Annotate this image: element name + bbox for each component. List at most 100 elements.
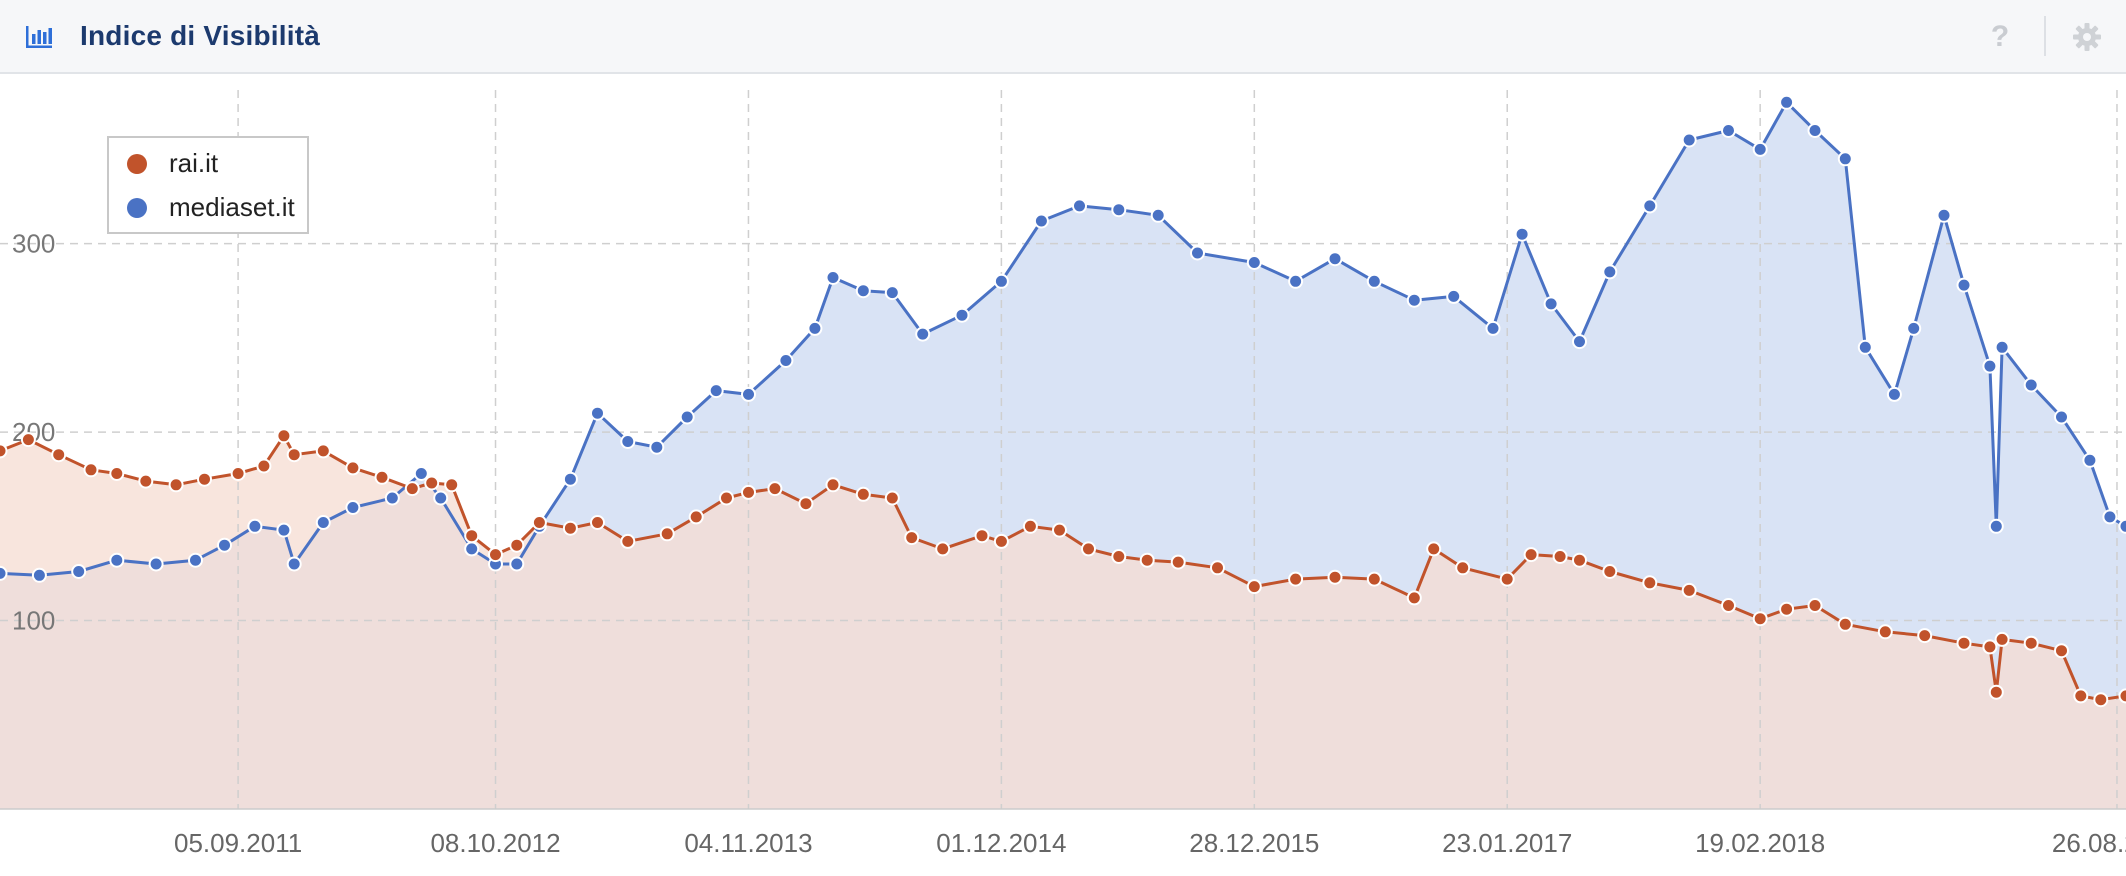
point-rai-it [1246,579,1262,595]
point-mediaset-it [148,556,164,572]
point-mediaset-it [1988,518,2004,534]
point-rai-it [286,447,302,463]
point-rai-it [1426,541,1442,557]
point-rai-it [1572,552,1587,568]
point-rai-it [20,432,36,448]
point-rai-it [1956,635,1972,651]
point-rai-it [2118,688,2126,704]
point-mediaset-it [1327,251,1343,267]
x-tick-label: 05.09.2011 [174,828,302,858]
point-mediaset-it [217,537,232,553]
point-rai-it [825,477,841,493]
point-mediaset-it [1072,198,1087,214]
point-rai-it [1210,560,1225,576]
point-rai-it [404,481,420,497]
point-rai-it [562,520,578,536]
legend-label-mediaset: mediaset.it [169,192,295,222]
point-rai-it [1721,598,1736,613]
point-mediaset-it [2102,509,2118,525]
point-rai-it [1982,639,1998,655]
point-rai-it [620,533,636,549]
point-mediaset-it [562,471,578,487]
point-rai-it [974,528,990,544]
point-mediaset-it [345,500,361,515]
chart-legend: rai.it mediaset.it [107,136,309,234]
point-mediaset-it [1485,320,1501,336]
line-mediaset-it [0,100,2126,577]
point-rai-it [109,466,125,481]
point-mediaset-it [590,405,605,421]
point-rai-it [444,477,460,493]
point-mediaset-it [276,522,292,538]
point-rai-it [488,547,503,563]
point-mediaset-it [884,285,900,301]
point-mediaset-it [1246,255,1262,270]
point-rai-it [1917,628,1933,644]
point-rai-it [2023,635,2039,651]
point-rai-it [1752,611,1768,627]
point-mediaset-it [384,490,400,506]
point-rai-it [993,533,1009,549]
help-icon[interactable]: ? [1990,20,2010,53]
point-rai-it [1327,569,1343,585]
x-tick-label: 23.01.2017 [1442,828,1572,858]
point-mediaset-it [188,552,203,568]
point-mediaset-it [679,409,695,425]
point-mediaset-it [1857,339,1873,355]
point-mediaset-it [2054,409,2069,425]
point-rai-it [138,473,154,489]
point-mediaset-it [1366,273,1382,289]
point-mediaset-it [1288,273,1304,289]
point-rai-it [1994,631,2010,647]
point-rai-it [935,541,951,557]
point-rai-it [1988,684,2004,700]
point-mediaset-it [1543,296,1559,312]
legend-label-rai: rai.it [169,148,219,178]
point-rai-it [1052,522,1067,538]
x-tick-label: 19.02.2018 [1695,828,1825,858]
point-rai-it [798,496,814,512]
point-mediaset-it [509,556,525,572]
point-rai-it [197,471,212,487]
point-rai-it [741,484,756,500]
point-rai-it [1681,582,1697,598]
x-tick-label: 08.10.2012 [430,828,560,858]
point-rai-it [509,537,525,553]
point-mediaset-it [1837,151,1853,167]
point-mediaset-it [31,567,47,583]
point-rai-it [1139,552,1155,568]
point-rai-it [659,526,675,542]
point-rai-it [374,469,390,485]
point-mediaset-it [247,518,263,534]
point-rai-it [276,428,292,444]
point-mediaset-it [109,552,125,568]
point-mediaset-it [807,320,823,336]
point-rai-it [1455,560,1471,576]
point-mediaset-it [1956,277,1972,293]
point-rai-it [1170,554,1186,570]
point-mediaset-it [1190,245,1205,261]
point-mediaset-it [1752,141,1768,157]
point-mediaset-it [433,490,449,506]
point-mediaset-it [741,386,756,402]
point-rai-it [1366,571,1382,587]
point-mediaset-it [649,439,665,455]
point-mediaset-it [1936,207,1952,223]
point-mediaset-it [1446,288,1462,304]
point-rai-it [1602,564,1618,579]
point-mediaset-it [1906,320,1922,336]
point-mediaset-it [1033,213,1049,229]
gear-icon[interactable] [2072,22,2102,52]
y-tick-label: 300 [12,229,55,259]
point-rai-it [51,447,67,463]
point-mediaset-it [315,515,331,530]
point-mediaset-it [1572,334,1587,350]
point-mediaset-it [1642,198,1658,214]
point-mediaset-it [2023,377,2039,393]
point-rai-it [230,466,246,481]
point-rai-it [168,477,184,493]
x-tick-label: 01.12.2014 [936,828,1066,858]
point-mediaset-it [71,564,87,579]
